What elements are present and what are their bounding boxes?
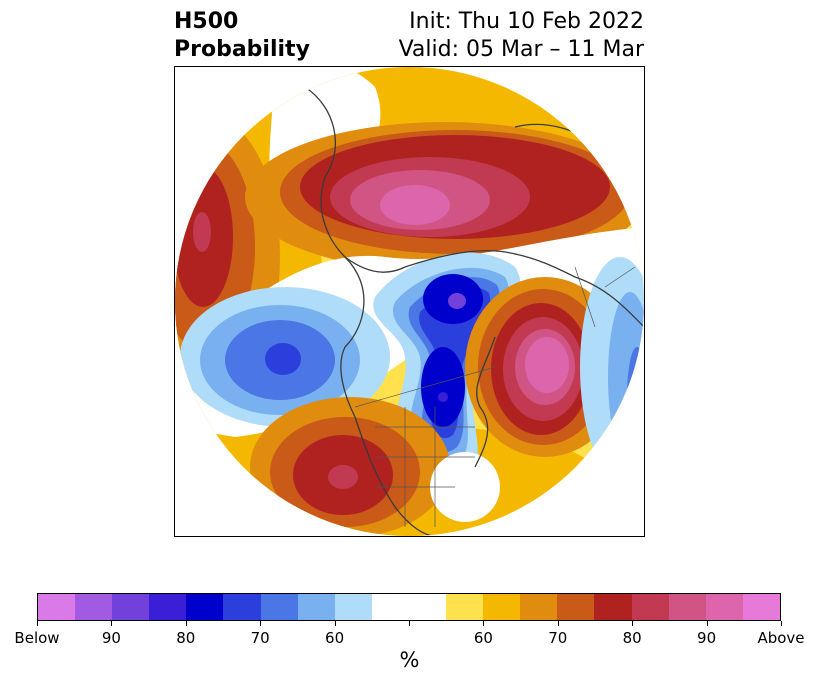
- map-disk: [175, 67, 644, 536]
- colorbar-cell: [557, 594, 595, 620]
- colorbar-tickmark: [781, 621, 782, 626]
- colorbar-unit-label: %: [399, 648, 420, 672]
- us-state-lines: [375, 407, 475, 527]
- colorbar-cell: [742, 594, 780, 620]
- alaska-coast: [340, 256, 365, 418]
- valid-dates: Valid: 05 Mar – 11 Mar: [398, 37, 644, 62]
- colorbar-tickmark: [334, 621, 336, 626]
- title-probability: Probability: [174, 37, 310, 62]
- arctic-low-center: [448, 293, 466, 309]
- southeast-white-gap: [430, 452, 500, 522]
- colorbar-tickmark: [409, 621, 410, 626]
- colorbar-cell: [112, 594, 150, 620]
- colorbar-cell: [408, 594, 447, 620]
- arctic-coast: [404, 250, 576, 278]
- colorbar-cell: [631, 594, 669, 620]
- colorbar-cell: [483, 594, 521, 620]
- colorbar-tickmark: [111, 621, 113, 626]
- colorbar-tick-label: 80: [622, 629, 642, 647]
- colorbar-tick-label: 70: [250, 629, 270, 647]
- colorbar-cell: [594, 594, 632, 620]
- colorbar-tickmark: [706, 621, 708, 626]
- europe-coast: [574, 276, 644, 328]
- colorbar-tick-label: 60: [473, 629, 493, 647]
- forecast-dates: Init: Thu 10 Feb 2022 Valid: 05 Mar – 11…: [399, 8, 644, 64]
- colorbar-cell: [75, 594, 113, 620]
- colorbar-tickmark: [37, 621, 38, 626]
- title-h500: H500: [174, 9, 239, 34]
- colorbar-cell: [260, 594, 298, 620]
- colorbar-cell: [149, 594, 187, 620]
- colorbar-tick-label: 70: [548, 629, 568, 647]
- na-east-coast: [474, 336, 496, 468]
- colorbar-cell: [371, 594, 409, 620]
- colorbar-tick-label: 90: [101, 629, 121, 647]
- colorbar-cell: [297, 594, 335, 620]
- polar-map: [174, 66, 645, 537]
- colorbar: [37, 593, 781, 621]
- colorbar-tickmark: [483, 621, 485, 626]
- colorbar-tickmark: [260, 621, 262, 626]
- map-title: H500 Probability: [174, 8, 310, 64]
- na-west-coast: [354, 416, 436, 536]
- colorbar-tickmark: [557, 621, 559, 626]
- colorbar-cell: [334, 594, 372, 620]
- probability-map-svg: [175, 67, 644, 536]
- colorbar-cell: [223, 594, 261, 620]
- eurasia-ridge-core: [380, 185, 450, 225]
- hudson-low-core: [421, 347, 465, 427]
- colorbar-cell: [520, 594, 558, 620]
- init-date: Init: Thu 10 Feb 2022: [409, 9, 644, 34]
- colorbar-tickmark: [185, 621, 187, 626]
- us-canada-border: [354, 366, 496, 408]
- colorbar-cell: [705, 594, 743, 620]
- colorbar-tick-label: 90: [697, 629, 717, 647]
- colorbar-cell: [186, 594, 224, 620]
- west-ridge-core: [193, 212, 211, 252]
- us-ridge-core: [328, 465, 358, 489]
- colorbar-tickmark: [632, 621, 634, 626]
- borders: [354, 266, 636, 527]
- colorbar-cell: [446, 594, 484, 620]
- asia-coast: [304, 86, 406, 273]
- hudson-low-center: [438, 392, 448, 402]
- europe-borders: [574, 266, 636, 328]
- colorbar-tick-label: Above: [757, 629, 805, 647]
- colorbar-cell: [668, 594, 706, 620]
- atlantic-ridge-core: [525, 337, 569, 393]
- colorbar-cell: [38, 594, 76, 620]
- colorbar-tick-label: Below: [14, 629, 60, 647]
- colorbar-tick-label: 80: [176, 629, 196, 647]
- pacific-trough-core: [265, 343, 301, 375]
- colorbar-tick-label: 60: [325, 629, 345, 647]
